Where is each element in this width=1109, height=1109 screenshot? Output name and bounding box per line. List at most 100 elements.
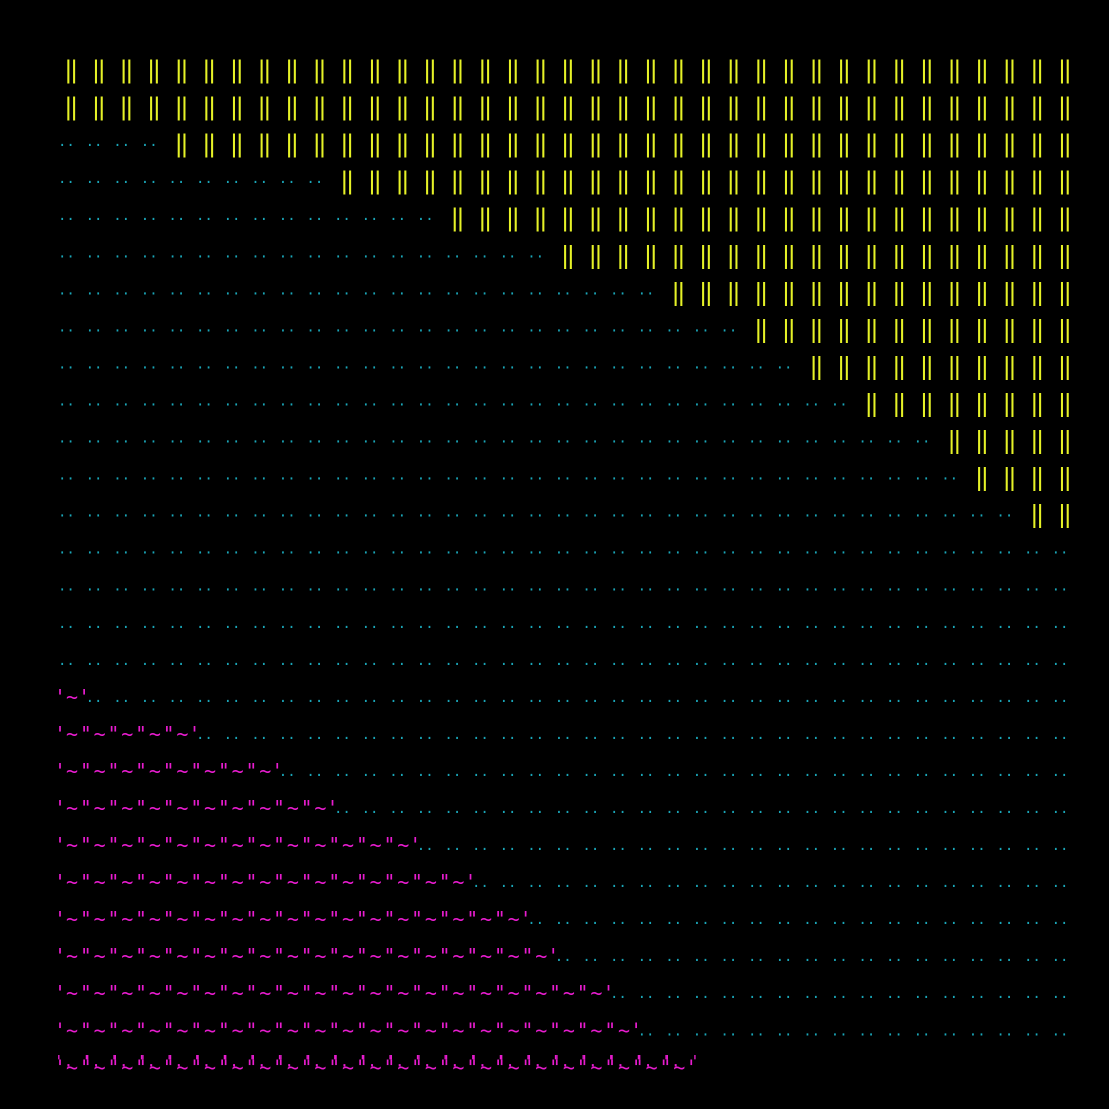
bar-glyph: ‖	[340, 167, 354, 195]
wave-glyph: '~'	[164, 944, 200, 968]
dot-glyph: ··	[748, 694, 765, 710]
bar-glyph: ‖	[671, 278, 685, 306]
dot-glyph: ··	[196, 694, 213, 710]
bar-glyph: ‖	[588, 130, 602, 158]
dot-glyph: ··	[941, 509, 958, 525]
dot-glyph: ··	[610, 731, 627, 747]
dot-glyph: ··	[389, 397, 406, 413]
dot-glyph: ··	[776, 472, 793, 488]
dot-glyph: ··	[500, 768, 517, 784]
bar-glyph: ‖	[754, 278, 768, 306]
dot-glyph: ··	[196, 212, 213, 228]
wave-glyph: '~'	[551, 1055, 587, 1079]
dot-glyph: ··	[969, 546, 986, 562]
dot-glyph: ··	[306, 620, 323, 636]
dot-glyph: ··	[1052, 657, 1069, 673]
dot-glyph: ··	[969, 509, 986, 525]
bar-glyph: ‖	[506, 167, 520, 195]
wave-glyph: '~'	[192, 870, 228, 894]
bar-glyph: ‖	[947, 56, 961, 84]
wave-glyph: '~'	[468, 1055, 504, 1079]
dot-glyph: ··	[417, 249, 434, 265]
bar-glyph: ‖	[809, 278, 823, 306]
bar-glyph: ‖	[1030, 352, 1044, 380]
bar-glyph: ‖	[892, 167, 906, 195]
wave-glyph: '~'	[413, 1055, 449, 1079]
bar-glyph: ‖	[920, 389, 934, 417]
dot-glyph: ··	[141, 323, 158, 339]
bar-glyph: ‖	[837, 56, 851, 84]
wave-glyph: '~'	[137, 870, 173, 894]
dot-glyph: ··	[803, 657, 820, 673]
bar-glyph: ‖	[754, 315, 768, 343]
dot-glyph: ··	[748, 768, 765, 784]
bar-glyph: ‖	[423, 56, 437, 84]
dot-glyph: ··	[776, 879, 793, 895]
bar-glyph: ‖	[892, 56, 906, 84]
dot-glyph: ··	[941, 694, 958, 710]
wave-glyph: '~'	[164, 907, 200, 931]
bar-glyph: ‖	[699, 278, 713, 306]
dot-glyph: ··	[776, 731, 793, 747]
dot-glyph: ··	[362, 583, 379, 599]
dot-glyph: ··	[196, 397, 213, 413]
dot-glyph: ··	[306, 694, 323, 710]
dot-glyph: ··	[914, 953, 931, 969]
dot-glyph: ··	[638, 360, 655, 376]
dot-glyph: ··	[803, 1027, 820, 1043]
bar-glyph: ‖	[368, 93, 382, 121]
dot-glyph: ··	[527, 472, 544, 488]
wave-glyph: '~'	[302, 870, 338, 894]
bar-glyph: ‖	[312, 130, 326, 158]
dot-glyph: ··	[886, 805, 903, 821]
dot-glyph: ··	[914, 546, 931, 562]
bar-glyph: ‖	[1002, 352, 1016, 380]
dot-glyph: ··	[693, 768, 710, 784]
dot-glyph: ··	[196, 472, 213, 488]
dot-glyph: ··	[831, 990, 848, 1006]
wave-glyph: '~'	[302, 981, 338, 1005]
dot-glyph: ··	[858, 694, 875, 710]
dot-glyph: ··	[638, 842, 655, 858]
dot-glyph: ··	[1052, 916, 1069, 932]
dot-glyph: ··	[362, 397, 379, 413]
wave-glyph: '~'	[247, 759, 283, 783]
dot-glyph: ··	[306, 768, 323, 784]
dot-glyph: ··	[776, 509, 793, 525]
dot-glyph: ··	[720, 583, 737, 599]
bar-glyph: ‖	[920, 167, 934, 195]
bar-glyph: ‖	[257, 130, 271, 158]
dot-glyph: ··	[941, 1027, 958, 1043]
wave-glyph: '~'	[358, 944, 394, 968]
bar-glyph: ‖	[754, 56, 768, 84]
dot-glyph: ··	[831, 509, 848, 525]
wave-glyph: '~'	[220, 981, 256, 1005]
dot-glyph: ··	[638, 731, 655, 747]
dot-glyph: ··	[776, 768, 793, 784]
dot-glyph: ··	[527, 583, 544, 599]
bar-glyph: ‖	[588, 241, 602, 269]
dot-glyph: ··	[251, 472, 268, 488]
dot-glyph: ··	[748, 620, 765, 636]
dot-glyph: ··	[748, 731, 765, 747]
bar-glyph: ‖	[340, 130, 354, 158]
dot-glyph: ··	[362, 657, 379, 673]
bar-glyph: ‖	[368, 167, 382, 195]
bar-glyph: ‖	[975, 352, 989, 380]
wave-glyph: '~'	[164, 870, 200, 894]
dot-glyph: ··	[279, 175, 296, 191]
dot-glyph: ··	[168, 694, 185, 710]
dot-glyph: ··	[555, 879, 572, 895]
dot-glyph: ··	[1024, 842, 1041, 858]
dot-glyph: ··	[389, 249, 406, 265]
dot-glyph: ··	[527, 879, 544, 895]
dot-glyph: ··	[582, 583, 599, 599]
wave-glyph: '~'	[606, 1018, 642, 1042]
dot-glyph: ··	[334, 546, 351, 562]
dot-glyph: ··	[1052, 731, 1069, 747]
bar-glyph: ‖	[754, 130, 768, 158]
wave-glyph: '~'	[54, 1055, 90, 1079]
bar-glyph: ‖	[726, 93, 740, 121]
bar-glyph: ‖	[892, 315, 906, 343]
dot-glyph: ··	[224, 472, 241, 488]
